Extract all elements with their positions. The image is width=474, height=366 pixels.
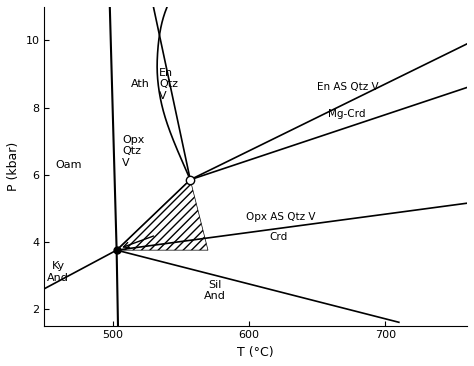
- Text: Ky
And: Ky And: [47, 261, 69, 283]
- Y-axis label: P (kbar): P (kbar): [7, 142, 20, 191]
- Text: Ath: Ath: [130, 79, 149, 89]
- X-axis label: T (°C): T (°C): [237, 346, 274, 359]
- Text: Opx AS Qtz V: Opx AS Qtz V: [246, 212, 316, 222]
- Text: En AS Qtz V: En AS Qtz V: [317, 82, 379, 93]
- Text: Opx
Qtz
V: Opx Qtz V: [122, 135, 145, 168]
- Text: Crd: Crd: [269, 232, 288, 242]
- Text: Sil
And: Sil And: [204, 280, 226, 301]
- Text: En
Qtz
V: En Qtz V: [159, 67, 178, 101]
- Text: Oam: Oam: [55, 160, 82, 169]
- Text: Mg-Crd: Mg-Crd: [328, 109, 365, 119]
